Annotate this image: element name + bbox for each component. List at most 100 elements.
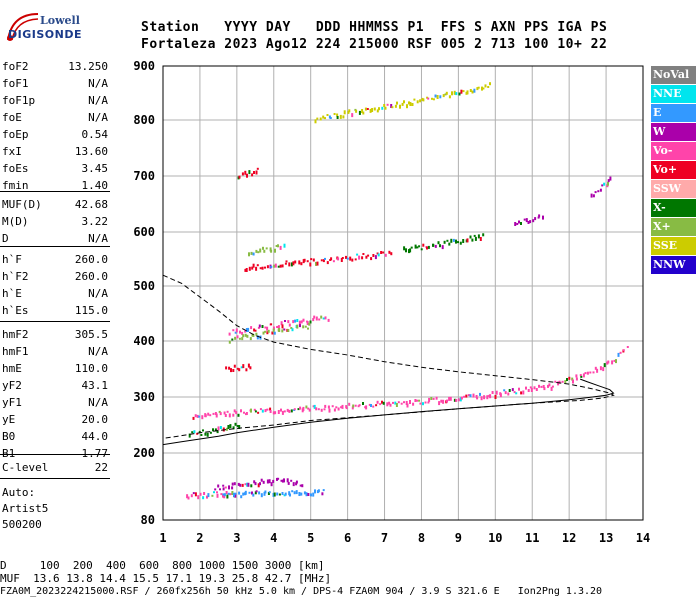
echo-point bbox=[246, 334, 249, 338]
echo-point bbox=[320, 408, 323, 412]
echo-point bbox=[256, 264, 259, 267]
param-name: C-level bbox=[2, 461, 49, 474]
echo-point bbox=[388, 250, 391, 254]
echo-point bbox=[284, 320, 286, 322]
echo-point bbox=[247, 482, 250, 487]
param-value: 42.68 bbox=[74, 198, 108, 211]
param-row: foF1p N/A bbox=[2, 92, 108, 109]
echo-point bbox=[487, 86, 490, 88]
echo-point bbox=[250, 326, 253, 330]
echo-point bbox=[322, 115, 325, 119]
echo-point bbox=[235, 328, 238, 333]
echo-point bbox=[477, 234, 480, 239]
echo-point bbox=[459, 397, 462, 402]
echo-point bbox=[364, 107, 367, 111]
echo-point bbox=[245, 368, 248, 372]
echo-point bbox=[449, 396, 452, 401]
echo-point bbox=[322, 317, 325, 320]
echo-point bbox=[247, 327, 250, 332]
param-value: N/A bbox=[88, 287, 108, 300]
param-value: 3.22 bbox=[81, 215, 109, 228]
legend-label: NNW bbox=[653, 258, 686, 271]
artist-version: Artist5 bbox=[2, 502, 49, 515]
echo-point bbox=[300, 492, 303, 496]
echo-point bbox=[277, 265, 280, 268]
echo-point bbox=[537, 216, 540, 219]
echo-point bbox=[226, 410, 229, 413]
echo-point bbox=[236, 425, 239, 427]
echo-point bbox=[222, 487, 225, 491]
echo-point bbox=[412, 402, 415, 406]
param-value: N/A bbox=[88, 77, 108, 90]
echo-point bbox=[270, 265, 273, 268]
param-name: B1 bbox=[2, 447, 16, 460]
echo-point bbox=[262, 480, 265, 484]
echo-point bbox=[244, 483, 247, 486]
echo-point bbox=[229, 424, 232, 429]
echo-point bbox=[471, 90, 474, 94]
echo-point bbox=[571, 377, 574, 381]
echo-point bbox=[489, 394, 492, 399]
separator bbox=[0, 191, 110, 192]
param-name: foF2 bbox=[2, 60, 29, 73]
echo-point bbox=[227, 425, 230, 429]
x-tick-label: 9 bbox=[455, 531, 462, 545]
echo-point bbox=[362, 253, 365, 255]
echo-point bbox=[206, 495, 208, 499]
echo-point bbox=[219, 426, 222, 429]
echo-point bbox=[463, 395, 466, 398]
param-row: fxI 13.60 bbox=[2, 143, 108, 160]
echo-point bbox=[234, 331, 237, 334]
echo-point bbox=[392, 401, 394, 404]
echo-point bbox=[414, 399, 417, 402]
y-tick-label: 800 bbox=[133, 113, 155, 127]
echo-point bbox=[270, 482, 273, 487]
echo-point bbox=[455, 398, 458, 402]
echo-point bbox=[408, 249, 410, 254]
echo-point bbox=[277, 477, 280, 480]
echo-point bbox=[469, 89, 472, 92]
echo-point bbox=[599, 366, 602, 371]
param-name: h`F2 bbox=[2, 270, 29, 283]
echo-point bbox=[294, 260, 297, 264]
echo-point bbox=[313, 315, 316, 319]
echo-point bbox=[281, 324, 284, 329]
echo-point bbox=[399, 104, 401, 109]
echo-point bbox=[333, 113, 336, 115]
echo-point bbox=[321, 492, 324, 496]
echo-point bbox=[542, 215, 544, 220]
echo-point bbox=[289, 493, 291, 497]
echo-point bbox=[557, 381, 560, 386]
echo-point bbox=[304, 325, 307, 328]
echo-point bbox=[196, 414, 199, 418]
echo-point bbox=[452, 238, 455, 242]
legend-label: SSW bbox=[653, 182, 681, 195]
echo-point bbox=[231, 482, 234, 486]
param-value: N/A bbox=[88, 111, 108, 124]
echo-point bbox=[250, 251, 253, 255]
echo-point bbox=[390, 252, 393, 256]
echo-point bbox=[558, 380, 561, 384]
echo-point bbox=[259, 267, 262, 270]
echo-point bbox=[295, 480, 298, 484]
echo-point bbox=[301, 484, 304, 488]
echo-point bbox=[196, 432, 199, 435]
echo-point bbox=[234, 493, 237, 498]
param-row: M(D) 3.22 bbox=[2, 213, 108, 230]
echo-point bbox=[522, 390, 525, 395]
echo-point bbox=[432, 397, 435, 400]
echo-point bbox=[220, 493, 223, 496]
echo-point bbox=[382, 401, 385, 405]
echo-point bbox=[207, 412, 210, 416]
echo-point bbox=[271, 331, 274, 335]
echo-point bbox=[444, 93, 447, 96]
echo-point bbox=[358, 255, 361, 260]
echo-point bbox=[314, 489, 316, 494]
echo-point bbox=[217, 484, 220, 488]
echo-point bbox=[422, 243, 425, 247]
echo-point bbox=[316, 261, 319, 266]
echo-point bbox=[266, 408, 269, 411]
echo-point bbox=[276, 326, 279, 328]
echo-point bbox=[395, 403, 398, 407]
legend-label: X- bbox=[653, 201, 666, 214]
